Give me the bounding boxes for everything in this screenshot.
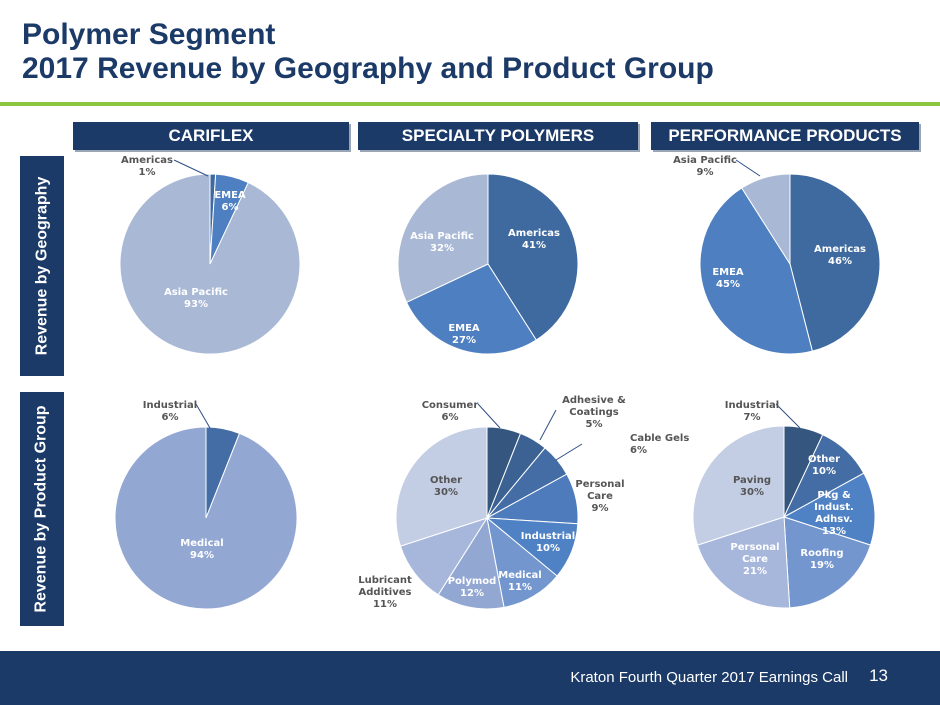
pie-slice-americas (789, 173, 881, 352)
pie-slice-medical (114, 426, 298, 610)
pie-slice-asia-pacific-label: Asia Pacific 9% (673, 155, 737, 178)
column-header-specialty-polymers: SPECIALTY POLYMERS (358, 122, 638, 150)
pie-slice-roofing-label: Roofing 19% (800, 548, 843, 571)
pie-slice-pkg-indust-adhsv-label: Pkg & Indust. Adhsv. 13% (814, 490, 854, 537)
pie-slice-lubricant-additives-label: Lubricant Additives 11% (358, 575, 412, 610)
pie-performance-products-revenue-by-product-group: Industrial 7% Other 10% Pkg & Indust. Adhsv. 13… (692, 400, 876, 609)
pie-slice-personal-care (696, 516, 791, 609)
pie-slice-medical-label: Medical 94% (180, 538, 223, 561)
pie-slice-paving-label: Paving 30% (733, 475, 771, 498)
pie-slice-emea-label: EMEA 6% (214, 190, 246, 213)
pie-slice-americas-label: Americas 41% (508, 228, 560, 251)
pie-slice-emea-label: EMEA 45% (712, 267, 744, 290)
pie-slice-cable-gels-leader-line (555, 443, 583, 461)
pie-slice-asia-pacific-label: Asia Pacific 93% (164, 287, 228, 310)
pie-slice-emea (699, 187, 813, 355)
pie-slice-industrial-label: Industrial 6% (143, 400, 197, 423)
pie-slice-medical-label: Medical 11% (498, 570, 541, 593)
pie-cariflex-revenue-by-geography: Americas 1% EMEA 6% Asia Pacific 93% (119, 155, 301, 355)
pie-specialty-polymers-revenue-by-product-group: Consumer 6% Adhesive & Coatings 5%Cable Gels… (358, 395, 689, 610)
pie-slice-personal-care-label: Personal Care 9% (575, 479, 624, 514)
pie-slice-americas-label: Americas 1% (121, 155, 173, 178)
pie-slice-americas-leader-line (173, 159, 209, 177)
pie-slice-other-label: Other 30% (430, 475, 462, 498)
row-label-geography: Revenue by Geography (20, 156, 64, 376)
row-label-product-group: Revenue by Product Group (20, 392, 64, 626)
pie-slice-adhesive-coatings-leader-line (539, 409, 557, 441)
pie-slice-industrial-label: Industrial 10% (521, 531, 575, 554)
page-title: Polymer Segment 2017 Revenue by Geograph… (22, 18, 714, 86)
title-line-1: Polymer Segment (22, 18, 276, 51)
pie-slice-americas (487, 173, 579, 341)
pie-slice-americas-label: Americas 46% (814, 244, 866, 267)
pie-slice-industrial-leader-line (195, 403, 211, 429)
pie-slice-pkg-indust-adhsv (782, 472, 876, 546)
pie-slice-other (395, 426, 488, 547)
pie-performance-products-revenue-by-geography: Americas 46% EMEA 45% Asia Pacific 9% (673, 155, 881, 355)
title-rule (0, 102, 940, 106)
pie-slice-emea-label: EMEA 27% (448, 323, 480, 346)
pie-slice-adhesive-coatings-label: Adhesive & Coatings 5% (562, 395, 626, 430)
pie-specialty-polymers-revenue-by-geography: Americas 41% EMEA 27% Asia Pacific 32% (397, 173, 579, 355)
pie-slice-other-label: Other 10% (808, 454, 840, 477)
pie-slice-asia-pacific-label: Asia Pacific 32% (410, 231, 474, 254)
pie-slice-consumer-leader-line (477, 403, 501, 429)
footer-text: Kraton Fourth Quarter 2017 Earnings Call (570, 669, 848, 686)
pie-slice-emea (405, 263, 537, 355)
pie-slice-roofing (783, 516, 872, 609)
pie-slice-asia-pacific (741, 173, 791, 266)
pie-slice-cable-gels-label: Cable Gels 6% (630, 433, 689, 456)
column-header-performance-products: PERFORMANCE PRODUCTS (651, 122, 919, 150)
pie-slice-asia-pacific-leader-line (735, 159, 761, 177)
pie-slice-polymod-label: Polymod 12% (448, 576, 497, 599)
pie-slice-personal-care-label: Personal Care 21% (730, 542, 779, 577)
pie-slice-polymod (437, 516, 505, 610)
pie-slice-paving (692, 425, 785, 546)
title-line-2: 2017 Revenue by Geography and Product Gr… (22, 52, 714, 85)
footer-bar: Kraton Fourth Quarter 2017 Earnings Call… (0, 651, 940, 705)
pie-slice-asia-pacific (119, 173, 301, 355)
column-header-cariflex: CARIFLEX (73, 122, 349, 150)
pie-slice-asia-pacific (397, 173, 489, 303)
pie-cariflex-revenue-by-product-group: Industrial 6% Medical 94% (114, 400, 298, 610)
pie-slice-consumer-label: Consumer 6% (422, 400, 479, 423)
pie-slice-industrial-label: Industrial 7% (725, 400, 779, 423)
pie-slice-industrial-leader-line (775, 403, 801, 429)
page-number: 13 (869, 666, 888, 685)
